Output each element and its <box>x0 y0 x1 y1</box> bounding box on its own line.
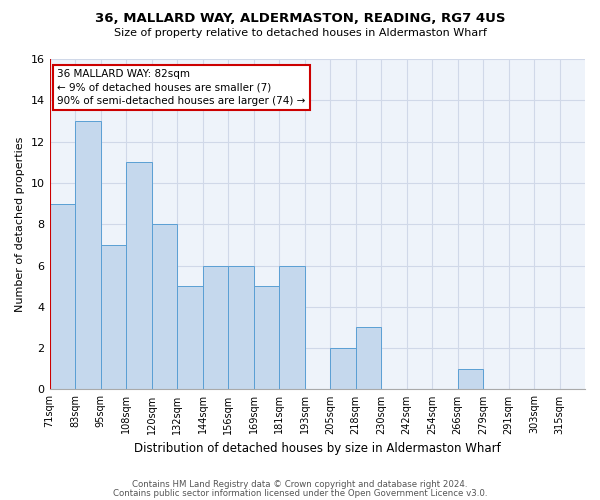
Bar <box>228 266 254 390</box>
Bar <box>254 286 279 390</box>
Bar <box>330 348 356 390</box>
Y-axis label: Number of detached properties: Number of detached properties <box>15 136 25 312</box>
Bar <box>101 245 126 390</box>
Bar <box>279 266 305 390</box>
Text: Contains HM Land Registry data © Crown copyright and database right 2024.: Contains HM Land Registry data © Crown c… <box>132 480 468 489</box>
Text: Size of property relative to detached houses in Aldermaston Wharf: Size of property relative to detached ho… <box>113 28 487 38</box>
Bar <box>126 162 152 390</box>
Bar <box>458 369 483 390</box>
Bar <box>50 204 75 390</box>
Text: Contains public sector information licensed under the Open Government Licence v3: Contains public sector information licen… <box>113 490 487 498</box>
Bar <box>356 328 381 390</box>
X-axis label: Distribution of detached houses by size in Aldermaston Wharf: Distribution of detached houses by size … <box>134 442 500 455</box>
Bar <box>203 266 228 390</box>
Bar <box>152 224 177 390</box>
Text: 36 MALLARD WAY: 82sqm
← 9% of detached houses are smaller (7)
90% of semi-detach: 36 MALLARD WAY: 82sqm ← 9% of detached h… <box>57 70 305 106</box>
Bar <box>75 121 101 390</box>
Bar <box>177 286 203 390</box>
Text: 36, MALLARD WAY, ALDERMASTON, READING, RG7 4US: 36, MALLARD WAY, ALDERMASTON, READING, R… <box>95 12 505 26</box>
